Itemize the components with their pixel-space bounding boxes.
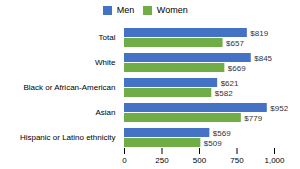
svg-text:$509: $509 [204,139,222,148]
svg-text:$779: $779 [244,114,262,123]
svg-text:$569: $569 [213,129,231,138]
svg-text:$621: $621 [221,79,239,88]
svg-text:Asian: Asian [95,108,115,117]
svg-text:$952: $952 [270,104,288,113]
svg-text:750: 750 [230,156,244,165]
html-text:Women: Women [156,5,188,15]
svg-text:$657: $657 [226,39,244,48]
svg-text:0: 0 [122,156,127,165]
svg-text:$582: $582 [215,89,233,98]
svg-text:500: 500 [193,156,207,165]
svg-text:Hispanic or Latino ethnicity: Hispanic or Latino ethnicity [20,133,116,142]
svg-text:$819: $819 [250,29,268,38]
svg-text:Total: Total [99,33,116,42]
svg-text:White: White [95,58,116,67]
svg-text:250: 250 [155,156,169,165]
html-text:Men: Men [116,5,135,15]
svg-text:$669: $669 [228,64,246,73]
svg-text:Black or African-American: Black or African-American [23,83,115,92]
svg-text:$845: $845 [254,54,272,63]
svg-text:1,000: 1,000 [264,156,285,165]
